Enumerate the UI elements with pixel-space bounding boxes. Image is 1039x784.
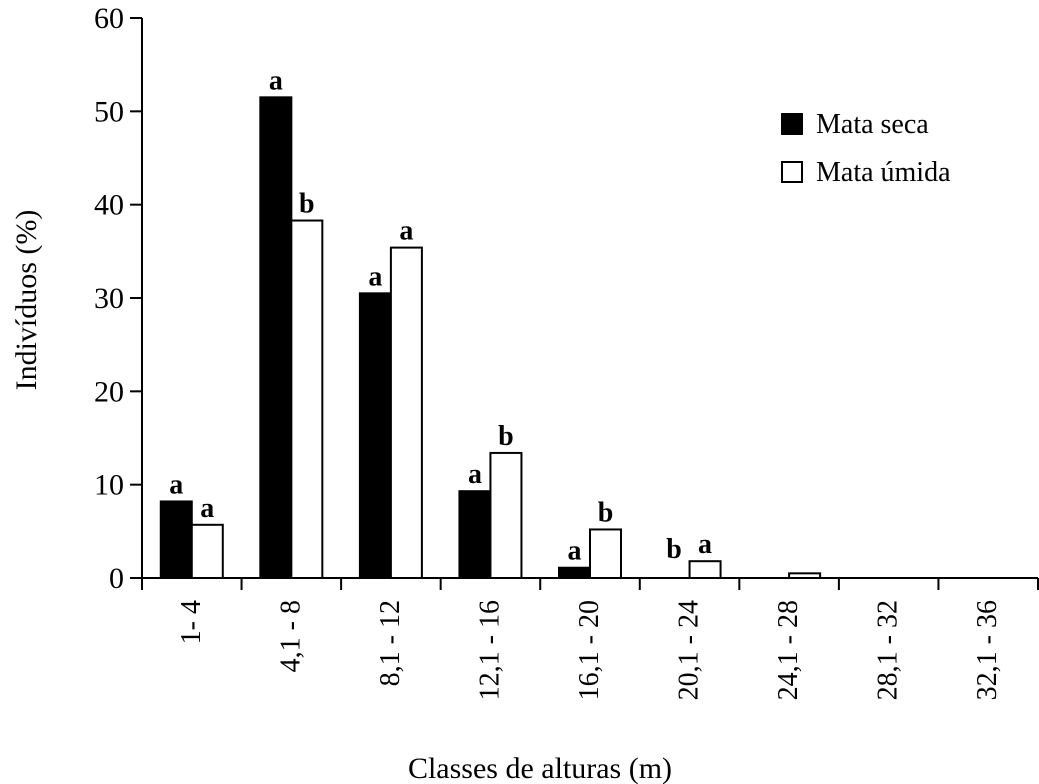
significance-label: a [568,536,582,567]
x-category-label: 32,1 - 36 [972,600,1003,700]
x-category-label: 8,1 - 12 [375,600,406,686]
bar [788,572,822,579]
significance-label: b [666,534,682,565]
significance-label: b [299,189,315,220]
significance-label: a [698,529,712,560]
x-category-label: 20,1 - 24 [674,600,705,700]
legend: Mata seca Mata úmida [781,109,951,188]
bar [389,246,423,579]
significance-label: a [269,65,283,96]
significance-label: a [169,469,183,500]
bar [190,523,224,579]
bar [589,528,622,580]
significance-label: a [399,216,413,247]
y-tick-label: 0 [109,562,124,595]
y-tick-label: 40 [94,189,124,222]
significance-label: b [598,497,614,528]
y-tick-label: 20 [94,375,124,408]
y-tick-label: 10 [94,469,124,502]
significance-label: a [368,261,382,292]
y-tick-label: 50 [94,95,124,128]
x-category-label: 1- 4 [176,600,207,644]
legend-label: Mata úmida [816,157,951,188]
x-category-label: 4,1 - 8 [275,600,306,672]
x-category-label: 28,1 - 32 [873,600,904,700]
bars [159,96,822,580]
significance-label: a [200,493,214,524]
bar [159,500,193,580]
y-tick-label: 60 [94,2,124,35]
axes: 0 10 20 30 40 50 60 [94,2,1039,595]
x-category-label: 12,1 - 16 [474,600,505,700]
bar [688,560,722,580]
bar [489,451,523,579]
labels: 1- 4 4,1 - 8 8,1 - 12 12,1 - 16 16,1 - 20 20,… [169,65,1003,700]
legend-swatch [781,113,803,135]
x-axis-title: Classes de alturas (m) [408,752,672,784]
x-category-label: 24,1 - 28 [773,600,804,700]
bar [290,219,324,580]
y-tick-label: 30 [94,282,124,315]
x-category-label: 16,1 - 20 [574,600,605,700]
significance-label: a [468,459,482,490]
legend-swatch [781,161,803,183]
bar [458,490,492,580]
y-axis-title: Indivíduos (%) [10,210,43,391]
significance-label: b [498,421,514,452]
bar [259,96,293,579]
legend-label: Mata seca [816,109,929,140]
bar [358,292,392,579]
bar [558,566,591,580]
